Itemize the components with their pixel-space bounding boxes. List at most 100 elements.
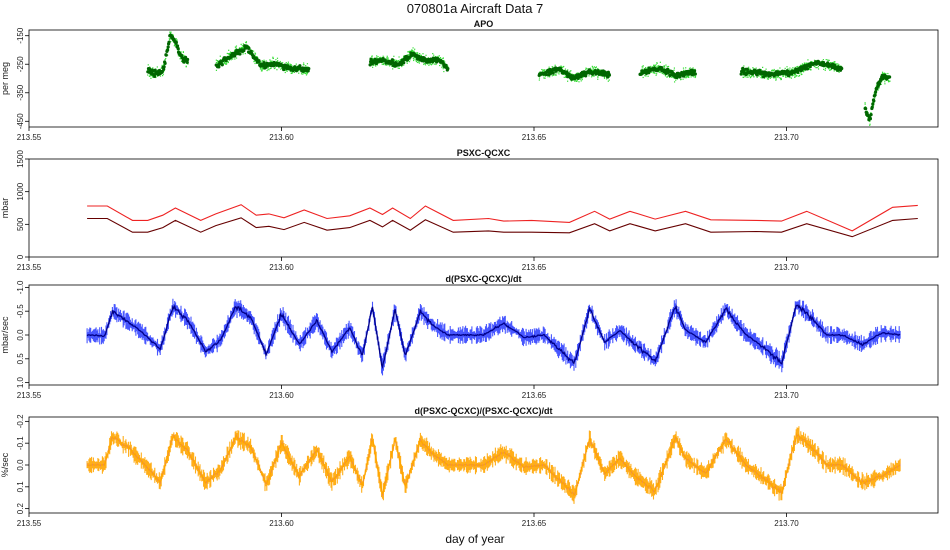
apo-point-light <box>172 40 174 42</box>
apo-point-light <box>397 67 399 69</box>
apo-segment <box>146 31 190 79</box>
apo-point-light <box>597 76 599 78</box>
apo-point-dark <box>874 90 878 94</box>
apo-point-light <box>569 73 572 75</box>
apo-point-light <box>655 64 657 66</box>
psxc-y-axis-label: mbar <box>0 198 10 219</box>
apo-point-light <box>284 69 286 71</box>
apo-point-light <box>673 69 675 71</box>
apo-point-light <box>228 59 230 61</box>
apo-point-light <box>229 52 231 55</box>
apo-point-light <box>269 60 271 62</box>
apo-point-light <box>152 76 154 78</box>
apo-point-light <box>375 65 377 67</box>
apo-point-light <box>773 77 775 79</box>
apo-point-light <box>885 73 887 75</box>
rel-title: d(PSXC-QCXC)/(PSXC-QCXC)/dt <box>415 406 553 416</box>
apo-point-light <box>664 67 666 70</box>
apo-point-light <box>794 76 796 78</box>
apo-point-dark <box>172 37 176 41</box>
apo-point-light <box>286 63 288 65</box>
apo-point-light <box>653 72 655 74</box>
apo-point-light <box>580 80 582 82</box>
apo-point-light <box>259 68 262 70</box>
deriv-x-tick-label: 213.70 <box>774 391 799 400</box>
apo-point-light <box>782 75 784 77</box>
apo-point-light <box>152 67 154 69</box>
apo-point-light <box>402 57 404 60</box>
apo-point-light <box>254 62 256 65</box>
apo-point-light <box>805 62 807 64</box>
apo-point-dark <box>868 117 873 121</box>
apo-point-dark <box>217 65 221 69</box>
apo-y-tick-label: -350 <box>16 84 25 101</box>
rel-x-tick-label: 213.55 <box>17 519 42 528</box>
apo-point-light <box>162 74 164 77</box>
apo-point-light <box>180 51 182 53</box>
apo-point-light <box>429 63 431 65</box>
apo-point-light <box>260 67 262 69</box>
apo-point-light <box>244 52 246 55</box>
apo-point-light <box>589 67 592 69</box>
apo-point-light <box>438 55 440 57</box>
apo-point-light <box>180 60 183 63</box>
apo-point-light <box>789 67 791 69</box>
apo-point-light <box>838 71 840 73</box>
apo-point-light <box>242 43 244 45</box>
apo-point-light <box>422 53 424 55</box>
apo-x-tick-label: 213.65 <box>522 133 547 142</box>
apo-point-light <box>245 41 248 43</box>
deriv-x-tick-label: 213.55 <box>17 391 42 400</box>
apo-point-light <box>304 72 306 74</box>
apo-point-light <box>554 64 556 66</box>
apo-point-dark <box>183 55 188 59</box>
rel-y-tick-label: 0.2 <box>16 503 25 515</box>
apo-point-light <box>658 65 660 68</box>
apo-point-light <box>179 58 181 60</box>
deriv-title: d(PSXC-QCXC)/dt <box>446 274 522 284</box>
apo-point-light <box>884 81 886 83</box>
apo-point-light <box>822 59 825 61</box>
apo-point-light <box>591 65 593 67</box>
apo-x-tick-label: 213.70 <box>774 133 799 142</box>
apo-point-light <box>760 76 762 79</box>
apo-point-light <box>303 62 305 64</box>
deriv-panel: d(PSXC-QCXC)/dt mbar/sec 213.55 213.60 213.6… <box>0 274 939 400</box>
psxc-x-tick-label: 213.70 <box>774 263 799 272</box>
apo-point-light <box>644 75 646 77</box>
apo-point-light <box>259 62 261 64</box>
apo-point-light <box>169 38 171 40</box>
apo-point-light <box>409 50 411 52</box>
apo-point-dark <box>675 75 679 80</box>
apo-point-light <box>217 61 219 63</box>
apo-y-axis-label: per meg <box>0 62 10 95</box>
apo-point-light <box>565 76 567 79</box>
apo-point-light <box>666 65 668 68</box>
apo-point-light <box>645 67 647 69</box>
apo-y-tick-label: -450 <box>16 113 25 130</box>
apo-point-dark <box>153 74 157 79</box>
apo-point-light <box>551 75 553 77</box>
apo-point-light <box>664 74 667 76</box>
apo-point-light <box>562 66 564 68</box>
apo-point-dark <box>877 82 882 86</box>
apo-point-light <box>810 61 813 63</box>
apo-point-light <box>872 105 875 107</box>
apo-point-light <box>870 112 872 114</box>
apo-point-light <box>833 61 835 63</box>
apo-point-light <box>267 68 269 70</box>
apo-point-light <box>673 81 676 83</box>
apo-point-light <box>742 74 744 76</box>
apo-point-light <box>388 65 391 67</box>
apo-point-light <box>656 73 658 75</box>
apo-point-light <box>694 76 696 79</box>
apo-point-light <box>786 76 788 78</box>
apo-point-light <box>771 69 773 72</box>
apo-point-light <box>561 66 563 68</box>
apo-point-light <box>834 61 836 63</box>
apo-point-light <box>150 77 152 79</box>
apo-point-light <box>235 47 237 49</box>
apo-point-light <box>784 67 786 69</box>
apo-point-light <box>592 67 594 69</box>
apo-point-light <box>567 69 569 71</box>
